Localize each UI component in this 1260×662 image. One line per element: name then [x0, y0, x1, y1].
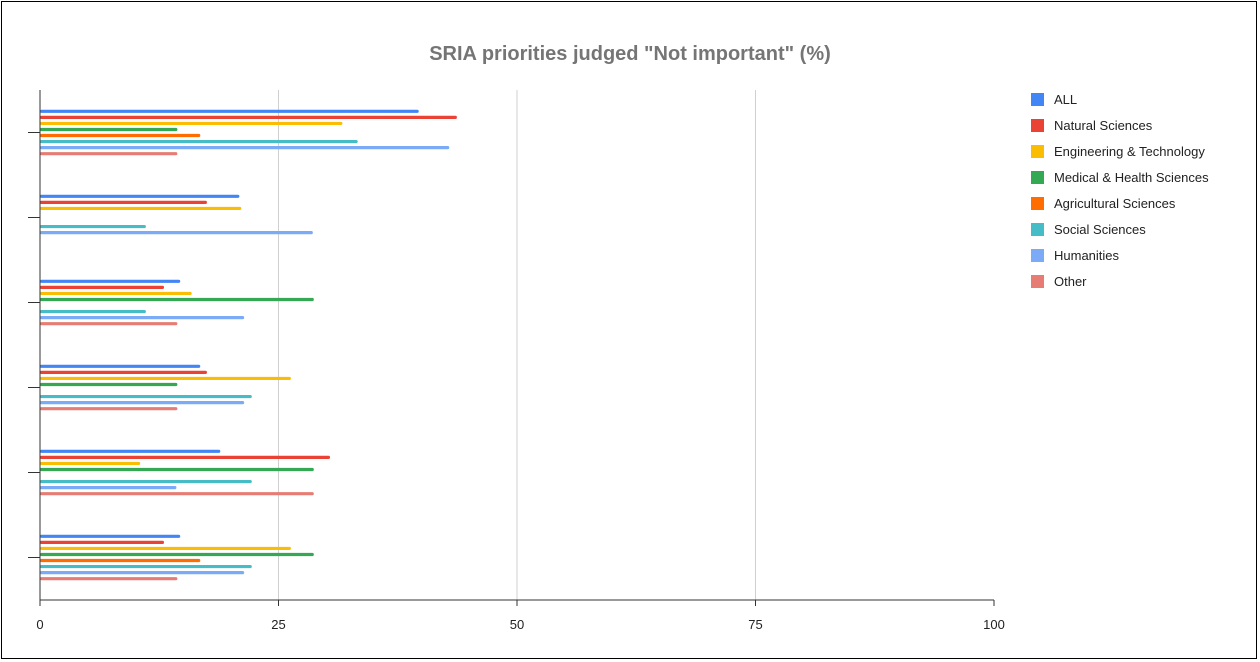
bar [40, 194, 240, 198]
gridlines [278, 90, 756, 600]
x-tick-label: 0 [36, 617, 43, 632]
bar [40, 376, 291, 381]
bar [40, 382, 178, 387]
legend-label: Natural Sciences [1054, 117, 1153, 133]
legend-swatch [1031, 118, 1044, 132]
legend-swatch [1031, 274, 1044, 288]
bar [40, 291, 192, 296]
legend-item: Other [1031, 268, 1209, 294]
y-ticks [28, 132, 40, 558]
bar [40, 139, 358, 144]
legend-label: Humanities [1054, 247, 1120, 263]
legend-label: ALL [1054, 91, 1078, 107]
legend-label: Medical & Health Sciences [1054, 169, 1209, 185]
bar [40, 297, 314, 302]
x-tick-label: 100 [983, 617, 1005, 632]
bar [40, 564, 252, 569]
bar [40, 401, 245, 405]
bar [40, 394, 252, 399]
bar [40, 461, 141, 466]
bar [40, 486, 177, 490]
legend-label: Social Sciences [1054, 221, 1146, 237]
bar [40, 127, 178, 132]
legend-item: Natural Sciences [1031, 112, 1209, 138]
legend-item: ALL [1031, 86, 1209, 112]
bar [40, 546, 291, 551]
bar [40, 279, 181, 283]
bar [40, 407, 178, 411]
legend-label: Engineering & Technology [1054, 143, 1205, 159]
bar [40, 364, 201, 368]
bar [40, 115, 457, 119]
bar [40, 455, 331, 459]
bar [40, 146, 450, 150]
legend-swatch [1031, 196, 1044, 210]
legend-swatch [1031, 170, 1044, 184]
legend-swatch [1031, 92, 1044, 106]
x-ticks: 0 25 50 75 100 [36, 600, 1005, 632]
bar [40, 200, 207, 204]
bar [40, 571, 245, 575]
legend-item: Engineering & Technology [1031, 138, 1209, 164]
bar [40, 121, 343, 126]
bar [40, 552, 314, 557]
bar [40, 540, 165, 544]
bar [40, 534, 181, 538]
bar [40, 206, 242, 211]
bars [40, 109, 457, 581]
legend: ALL Natural Sciences Engineering & Technol… [1031, 86, 1209, 294]
bar [40, 316, 245, 320]
bar [40, 449, 221, 453]
legend-item: Medical & Health Sciences [1031, 164, 1209, 190]
x-tick-label: 75 [748, 617, 762, 632]
bar [40, 285, 165, 289]
x-tick-label: 50 [510, 617, 524, 632]
bar [40, 577, 178, 581]
bar [40, 231, 313, 235]
legend-item: Humanities [1031, 242, 1209, 268]
chart-title: SRIA priorities judged "Not important" (… [429, 43, 831, 65]
bar [40, 152, 178, 156]
bar [40, 109, 419, 113]
x-tick-label: 25 [271, 617, 285, 632]
legend-item: Agricultural Sciences [1031, 190, 1209, 216]
bar [40, 224, 146, 229]
bar [40, 467, 314, 472]
bar [40, 309, 146, 314]
bar [40, 133, 201, 138]
bar [40, 558, 201, 563]
bar [40, 322, 178, 326]
legend-swatch [1031, 222, 1044, 236]
legend-swatch [1031, 248, 1044, 262]
legend-label: Other [1054, 273, 1087, 289]
bar [40, 370, 207, 374]
bar [40, 479, 252, 484]
legend-label: Agricultural Sciences [1054, 195, 1176, 211]
legend-item: Social Sciences [1031, 216, 1209, 242]
bar [40, 492, 314, 496]
legend-swatch [1031, 144, 1044, 158]
